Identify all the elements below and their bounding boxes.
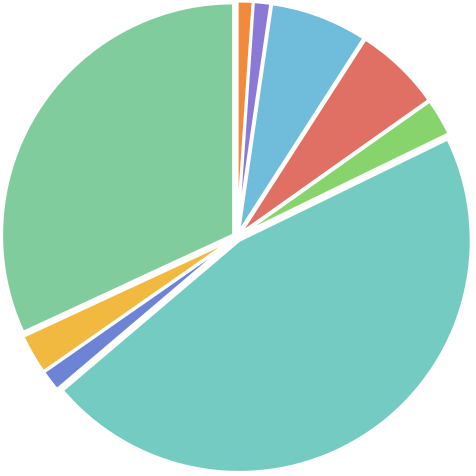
pie-slice xyxy=(21,237,236,374)
pie-slice xyxy=(0,1,236,334)
pie-slice xyxy=(60,137,473,474)
pie-slice xyxy=(238,99,451,237)
pie-slice xyxy=(236,2,366,235)
